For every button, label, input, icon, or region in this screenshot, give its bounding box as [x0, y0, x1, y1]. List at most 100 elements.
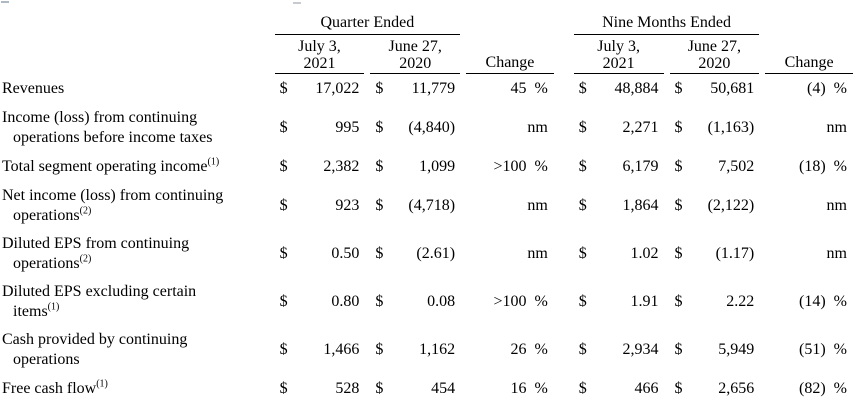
change-cell: >100 %: [493, 293, 548, 310]
footnote-superscript: (2): [79, 253, 92, 265]
change-cell: (14) %: [799, 293, 847, 310]
money-cell: $5,949: [670, 326, 760, 374]
money-cell: $2,271: [574, 104, 664, 152]
money-cell: $ (2.61): [370, 230, 460, 278]
header-spacer: [765, 2, 853, 35]
top-left-artifact: [1, 1, 9, 3]
money-value: (2,122): [707, 197, 755, 214]
col-header-q-jun-27-2020: June 27, 2020: [370, 35, 461, 74]
footnote-superscript: (1): [47, 301, 60, 313]
col-header-9m-change: Change: [765, 35, 853, 74]
date-line: 2021: [303, 55, 336, 72]
footnote-superscript: (1): [96, 378, 108, 390]
money-value: (4,840): [408, 119, 456, 136]
header-spacer: [560, 35, 568, 74]
money-cell: $0.50: [275, 230, 365, 278]
currency-symbol: $: [375, 293, 384, 310]
currency-symbol: $: [674, 293, 683, 310]
currency-symbol: $: [375, 119, 384, 136]
currency-symbol: $: [578, 293, 587, 310]
currency-symbol: $: [375, 80, 384, 97]
currency-symbol: $: [674, 341, 683, 358]
currency-symbol: $: [674, 380, 683, 397]
money-cell: $923: [275, 182, 365, 230]
row-label-line: Cash provided by continuing: [2, 331, 188, 348]
currency-symbol: $: [578, 197, 587, 214]
money-value: 0.50: [331, 245, 360, 262]
currency-symbol: $: [279, 293, 288, 310]
table-row: Revenues $17,022 $11,779 45 % $48,884 $50,681…: [2, 74, 853, 104]
money-cell: $2,656: [670, 374, 760, 404]
row-label: Diluted EPS excluding certain items(1): [2, 278, 269, 326]
currency-symbol: $: [375, 341, 384, 358]
currency-symbol: $: [279, 197, 288, 214]
money-value: 11,779: [411, 80, 456, 97]
currency-symbol: $: [375, 380, 384, 397]
group-gap-spacer: [560, 152, 568, 182]
currency-symbol: $: [279, 245, 288, 262]
change-cell: nm: [527, 245, 548, 262]
footnote-superscript: (1): [207, 156, 220, 168]
row-label: Total segment operating income(1): [2, 152, 269, 182]
row-label: Net income (loss) from continuing operati…: [2, 182, 269, 230]
money-cell: $6,179: [574, 152, 664, 182]
row-label-line: Revenues: [2, 80, 65, 97]
currency-symbol: $: [578, 119, 587, 136]
footnote-superscript: (2): [79, 205, 92, 217]
money-value: 2,934: [622, 341, 659, 358]
money-cell: $1,099: [370, 152, 460, 182]
money-cell: $48,884: [574, 74, 664, 104]
currency-symbol: $: [578, 80, 587, 97]
group-header-quarter-ended: Quarter Ended: [274, 2, 461, 35]
money-value: 466: [634, 380, 659, 397]
group-gap-spacer: [560, 104, 568, 152]
group-gap-spacer: [560, 182, 568, 230]
change-cell: >100 %: [493, 158, 548, 175]
money-cell: $454: [370, 374, 460, 404]
date-line: July 3,: [597, 38, 640, 55]
row-label-line: Diluted EPS from continuing: [2, 235, 190, 252]
group-gap-spacer: [560, 278, 568, 326]
money-cell: $0.08: [370, 278, 460, 326]
currency-symbol: $: [279, 158, 288, 175]
money-value: (4,718): [408, 197, 456, 214]
money-cell: $2.22: [670, 278, 760, 326]
row-label: Free cash flow(1): [2, 374, 269, 404]
currency-symbol: $: [279, 80, 288, 97]
money-cell: $17,022: [275, 74, 365, 104]
currency-symbol: $: [674, 245, 683, 262]
money-cell: $2,382: [275, 152, 365, 182]
money-value: 528: [335, 380, 360, 397]
money-value: 454: [431, 380, 456, 397]
row-label-line: Total segment operating income(1): [2, 156, 220, 175]
currency-symbol: $: [674, 119, 683, 136]
col-header-9m-jul-3-2021: July 3, 2021: [573, 35, 664, 74]
money-value: 923: [335, 197, 360, 214]
row-label-line: Net income (loss) from continuing: [2, 187, 224, 204]
money-value: 48,884: [614, 80, 659, 97]
col-header-q-change: Change: [466, 35, 554, 74]
change-cell: 16 %: [510, 380, 548, 397]
money-value: 7,502: [718, 158, 755, 175]
row-label: Revenues: [2, 74, 269, 104]
money-cell: $ (4,840): [370, 104, 460, 152]
date-line: 2020: [698, 55, 731, 72]
money-value: (1.17): [715, 245, 755, 262]
header-spacer: [2, 35, 269, 74]
table-row: Income (loss) from continuing operations …: [2, 104, 853, 152]
money-value: 50,681: [710, 80, 755, 97]
group-gap-spacer: [560, 374, 568, 404]
change-cell: nm: [826, 197, 847, 214]
currency-symbol: $: [578, 380, 587, 397]
money-cell: $528: [275, 374, 365, 404]
currency-symbol: $: [674, 80, 683, 97]
table-row: Total segment operating income(1) $2,382 $…: [2, 152, 853, 182]
change-cell: nm: [826, 119, 847, 136]
change-cell: 26 %: [510, 341, 548, 358]
row-label: Diluted EPS from continuing operations(2): [2, 230, 269, 278]
money-value: 995: [335, 119, 360, 136]
money-value: (1,163): [707, 119, 755, 136]
money-cell: $0.80: [275, 278, 365, 326]
money-cell: $2,934: [574, 326, 664, 374]
